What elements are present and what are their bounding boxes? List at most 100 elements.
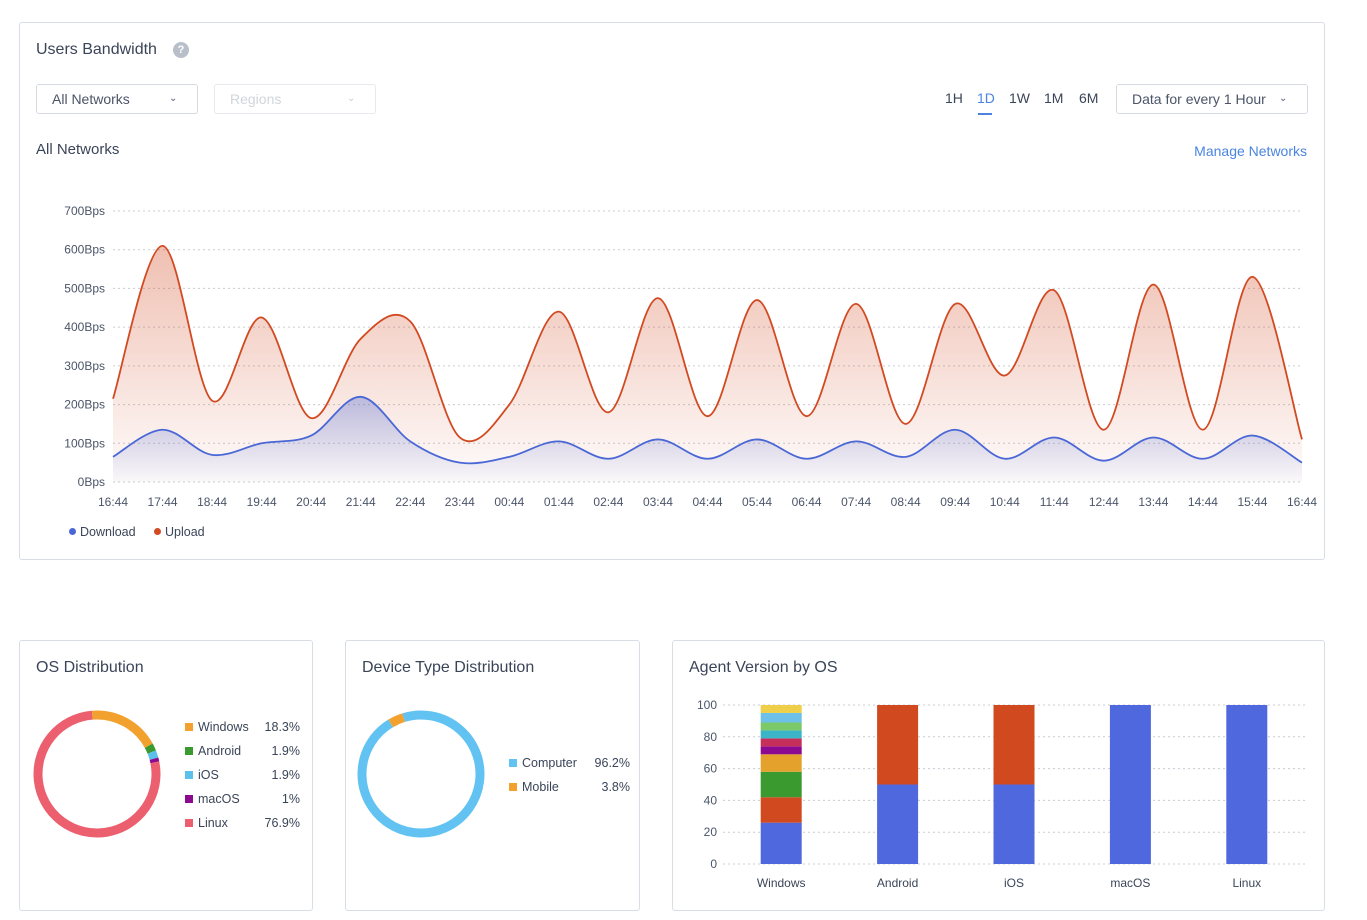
x-tick-label: 12:44 bbox=[1089, 495, 1119, 509]
bar-segment bbox=[993, 705, 1035, 785]
bar-segment bbox=[760, 738, 802, 747]
device-legend: Computer 96.2% Mobile 3.8% bbox=[509, 756, 630, 804]
legend-value: 1.9% bbox=[271, 744, 301, 758]
range-1d-button[interactable]: 1D bbox=[977, 90, 995, 106]
bar-segment bbox=[993, 784, 1035, 864]
manage-networks-link[interactable]: Manage Networks bbox=[1194, 143, 1307, 159]
x-tick-label: 06:44 bbox=[792, 495, 822, 509]
bar-segment bbox=[760, 722, 802, 731]
range-6m-button[interactable]: 6M bbox=[1079, 90, 1099, 106]
range-1m-button[interactable]: 1M bbox=[1044, 90, 1064, 106]
x-tick-label: macOS bbox=[1110, 876, 1150, 890]
region-select[interactable]: Regions ⌄ bbox=[214, 84, 376, 114]
legend-row[interactable]: macOS 1% bbox=[185, 792, 300, 816]
bar-segment bbox=[760, 712, 802, 723]
agent-version-card: Agent Version by OS 0 20 40 60 80 100 Windows A… bbox=[672, 640, 1325, 911]
y-tick-label: 0Bps bbox=[78, 475, 105, 489]
x-tick-label: 21:44 bbox=[346, 495, 376, 509]
y-tick-label: 100Bps bbox=[64, 436, 105, 450]
bar-segment bbox=[877, 705, 919, 785]
legend-upload[interactable]: Upload bbox=[154, 525, 205, 539]
upload-dot-icon bbox=[154, 528, 161, 535]
chevron-down-icon: ⌄ bbox=[347, 93, 356, 104]
legend-download[interactable]: Download bbox=[69, 525, 136, 539]
x-tick-label: Linux bbox=[1232, 876, 1261, 890]
y-tick-label: 300Bps bbox=[64, 359, 105, 373]
legend-row[interactable]: Mobile 3.8% bbox=[509, 780, 630, 804]
network-select[interactable]: All Networks ⌄ bbox=[36, 84, 198, 114]
series-area-upload bbox=[113, 245, 1302, 482]
x-tick-label: iOS bbox=[1004, 876, 1024, 890]
legend-row[interactable]: iOS 1.9% bbox=[185, 768, 300, 792]
legend-value: 1.9% bbox=[271, 768, 301, 782]
donut-slice-linux bbox=[33, 710, 161, 838]
os-legend: Windows 18.3% Android 1.9% iOS 1.9% macOS 1% Lin… bbox=[185, 720, 300, 840]
legend-label: iOS bbox=[198, 768, 219, 782]
device-donut-chart bbox=[357, 710, 485, 838]
legend-swatch-icon bbox=[185, 819, 193, 827]
x-tick-label: 19:44 bbox=[247, 495, 277, 509]
legend-label: macOS bbox=[198, 792, 240, 806]
bar-segment bbox=[760, 730, 802, 739]
y-tick-label: 600Bps bbox=[64, 243, 105, 257]
x-tick-label: 22:44 bbox=[395, 495, 425, 509]
x-tick-label: 20:44 bbox=[296, 495, 326, 509]
x-tick-label: 10:44 bbox=[990, 495, 1020, 509]
y-tick-label: 200Bps bbox=[64, 398, 105, 412]
y-tick-label: 400Bps bbox=[64, 320, 105, 334]
device-type-card: Device Type Distribution Computer 96.2% Mo… bbox=[345, 640, 640, 911]
legend-value: 1% bbox=[281, 792, 300, 806]
legend-label: Computer bbox=[522, 756, 577, 770]
legend-label: Android bbox=[198, 744, 242, 758]
x-tick-label: Windows bbox=[757, 876, 806, 890]
series-line-download bbox=[112, 395, 1303, 465]
donut-slice-computer bbox=[357, 710, 485, 838]
series-line-upload bbox=[112, 244, 1303, 443]
agent-version-chart: 0 20 40 60 80 100 Windows Android iOS macOS Linux bbox=[697, 698, 1305, 890]
card-title: Device Type Distribution bbox=[362, 659, 535, 676]
range-1h-button[interactable]: 1H bbox=[945, 90, 963, 106]
bar-segment bbox=[1226, 705, 1268, 864]
legend-row[interactable]: Linux 76.9% bbox=[185, 816, 300, 840]
bandwidth-chart: 0Bps 100Bps 200Bps 300Bps 400Bps 500Bps 600Bps… bbox=[64, 204, 1317, 509]
legend-row[interactable]: Android 1.9% bbox=[185, 744, 300, 768]
legend-row[interactable]: Computer 96.2% bbox=[509, 756, 630, 780]
legend-label: Linux bbox=[198, 816, 228, 830]
bar-segment bbox=[760, 771, 802, 798]
legend-value: 96.2% bbox=[594, 756, 630, 770]
interval-select[interactable]: Data for every 1 Hour ⌄ bbox=[1116, 84, 1308, 114]
range-1w-button[interactable]: 1W bbox=[1009, 90, 1030, 106]
legend-value: 18.3% bbox=[264, 720, 300, 734]
x-tick-label: 07:44 bbox=[841, 495, 871, 509]
chevron-down-icon: ⌄ bbox=[1279, 93, 1288, 104]
legend-label: Mobile bbox=[522, 780, 559, 794]
donut-slice-macos bbox=[149, 757, 160, 764]
card-title: OS Distribution bbox=[36, 659, 144, 676]
donut-slice-mobile bbox=[388, 713, 406, 728]
y-tick-label: 700Bps bbox=[64, 204, 105, 218]
legend-label: Download bbox=[80, 525, 136, 539]
bar-segment bbox=[760, 822, 802, 864]
card-title: Agent Version by OS bbox=[689, 659, 838, 676]
os-distribution-card: OS Distribution Windows 18.3% Android 1.9% i… bbox=[19, 640, 313, 911]
legend-label: Windows bbox=[198, 720, 249, 734]
chevron-down-icon: ⌄ bbox=[169, 93, 178, 104]
question-circle-icon[interactable]: ? bbox=[173, 42, 189, 58]
x-tick-label: 04:44 bbox=[692, 495, 722, 509]
legend-swatch-icon bbox=[509, 783, 517, 791]
x-tick-label: 15:44 bbox=[1237, 495, 1267, 509]
x-tick-label: 23:44 bbox=[445, 495, 475, 509]
y-tick-label: 40 bbox=[704, 793, 718, 807]
x-tick-label: 18:44 bbox=[197, 495, 227, 509]
bar-segment bbox=[1109, 705, 1151, 864]
legend-row[interactable]: Windows 18.3% bbox=[185, 720, 300, 744]
region-select-placeholder: Regions bbox=[230, 91, 282, 107]
bar-segment bbox=[877, 784, 919, 864]
y-tick-label: 80 bbox=[704, 730, 718, 744]
x-tick-label: Android bbox=[877, 876, 918, 890]
y-tick-label: 0 bbox=[710, 857, 717, 871]
x-tick-label: 02:44 bbox=[593, 495, 623, 509]
bar-segment bbox=[760, 754, 802, 772]
donut-slice-android bbox=[144, 743, 156, 754]
legend-value: 3.8% bbox=[601, 780, 631, 794]
